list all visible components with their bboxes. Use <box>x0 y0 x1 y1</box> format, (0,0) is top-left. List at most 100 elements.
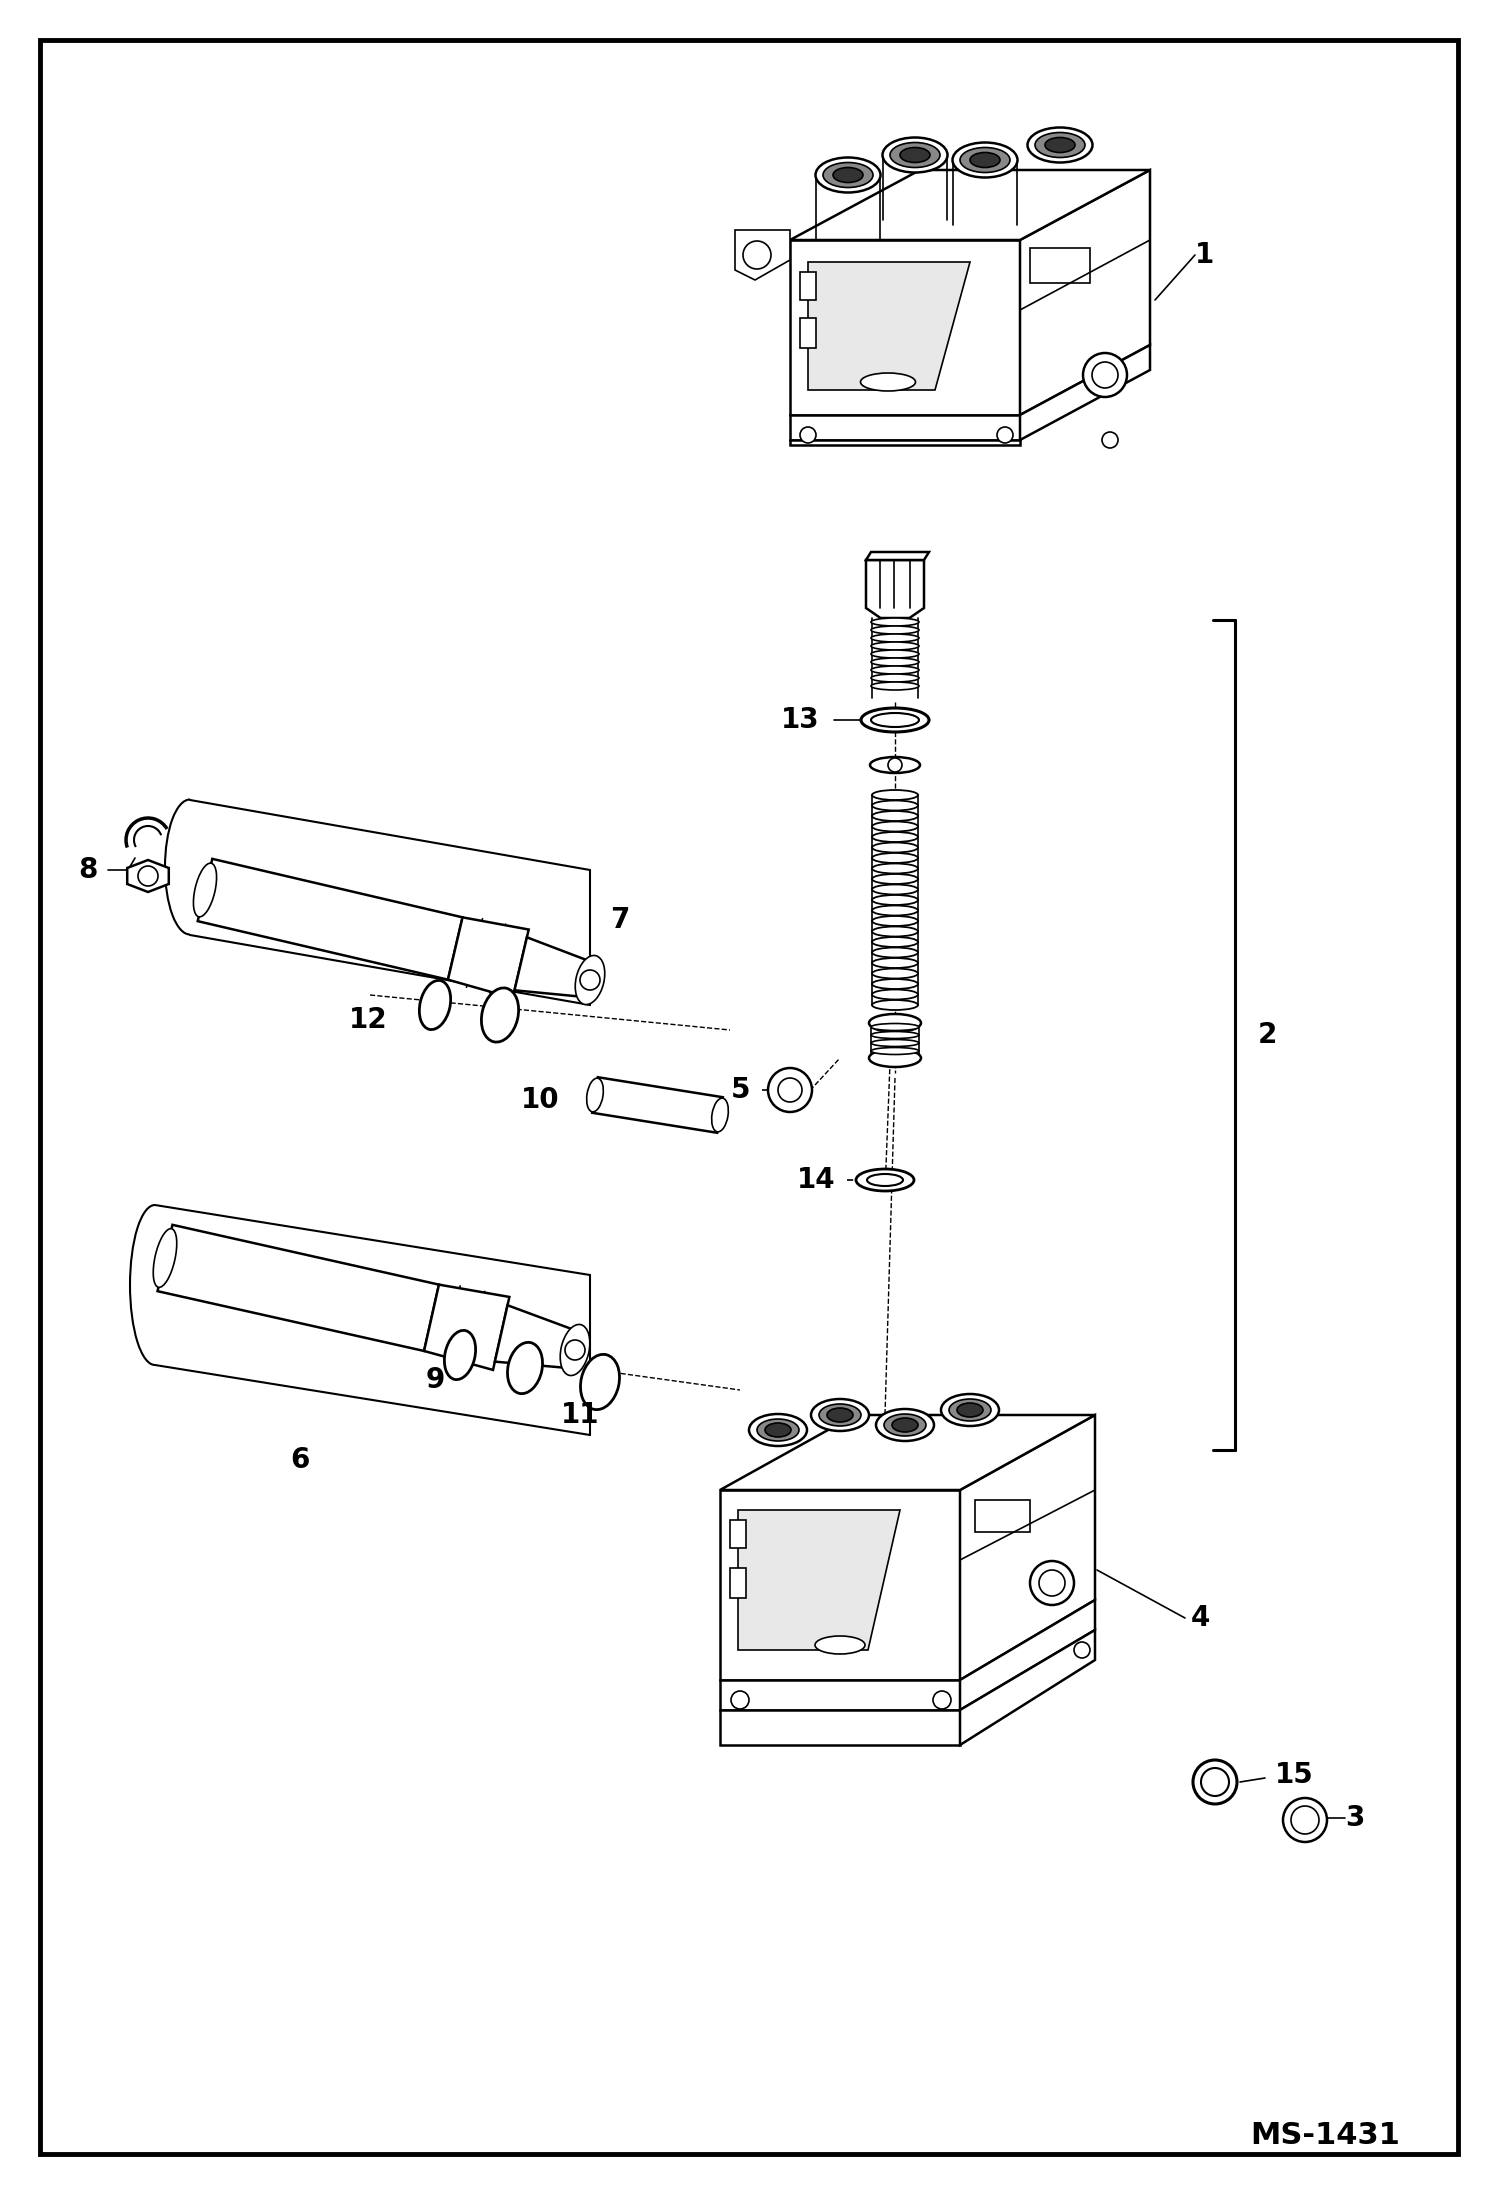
Text: 11: 11 <box>560 1402 599 1428</box>
Text: 8: 8 <box>78 856 97 884</box>
Ellipse shape <box>815 158 881 193</box>
Ellipse shape <box>153 1229 177 1288</box>
Circle shape <box>1031 1560 1074 1606</box>
Ellipse shape <box>957 1402 983 1417</box>
Polygon shape <box>739 1509 900 1650</box>
Polygon shape <box>960 1599 1095 1709</box>
Ellipse shape <box>870 667 918 674</box>
Ellipse shape <box>765 1424 791 1437</box>
Ellipse shape <box>971 154 1001 167</box>
Ellipse shape <box>1046 138 1076 154</box>
Ellipse shape <box>941 1393 999 1426</box>
Ellipse shape <box>872 842 918 853</box>
Ellipse shape <box>508 1343 542 1393</box>
Text: 9: 9 <box>425 1367 445 1393</box>
Circle shape <box>1040 1571 1065 1595</box>
Polygon shape <box>960 1630 1095 1744</box>
Circle shape <box>138 867 157 886</box>
Ellipse shape <box>867 1174 903 1187</box>
Text: 12: 12 <box>349 1007 388 1033</box>
Ellipse shape <box>870 643 918 649</box>
Circle shape <box>800 428 816 443</box>
Text: 3: 3 <box>1345 1803 1365 1832</box>
Ellipse shape <box>756 1420 798 1441</box>
Circle shape <box>933 1692 951 1709</box>
Circle shape <box>1291 1806 1320 1834</box>
Circle shape <box>1201 1768 1228 1797</box>
Circle shape <box>1192 1760 1237 1803</box>
Polygon shape <box>127 860 169 893</box>
Polygon shape <box>721 1681 960 1709</box>
Ellipse shape <box>855 1169 914 1191</box>
Ellipse shape <box>872 979 918 989</box>
Ellipse shape <box>960 147 1010 173</box>
Ellipse shape <box>872 917 918 926</box>
Bar <box>730 1520 746 1549</box>
Ellipse shape <box>870 658 918 667</box>
Bar <box>800 272 816 301</box>
Ellipse shape <box>870 1047 918 1055</box>
Ellipse shape <box>872 959 918 968</box>
Text: 14: 14 <box>797 1165 834 1194</box>
Ellipse shape <box>860 373 915 391</box>
Polygon shape <box>807 261 971 391</box>
Polygon shape <box>721 1709 960 1744</box>
Polygon shape <box>721 1415 1095 1490</box>
Ellipse shape <box>872 873 918 884</box>
Ellipse shape <box>870 682 918 689</box>
Ellipse shape <box>870 634 918 643</box>
Ellipse shape <box>870 1040 918 1047</box>
Ellipse shape <box>870 619 918 625</box>
Bar <box>800 318 816 349</box>
Ellipse shape <box>833 167 863 182</box>
Ellipse shape <box>872 948 918 957</box>
Text: 13: 13 <box>782 706 819 735</box>
Ellipse shape <box>870 1022 918 1031</box>
Circle shape <box>888 757 902 772</box>
Ellipse shape <box>861 709 929 733</box>
Bar <box>975 1501 1031 1531</box>
Ellipse shape <box>819 1404 861 1426</box>
Ellipse shape <box>872 906 918 915</box>
Polygon shape <box>789 239 1020 415</box>
Bar <box>730 1569 746 1597</box>
Ellipse shape <box>749 1413 807 1446</box>
Ellipse shape <box>822 162 873 186</box>
Ellipse shape <box>872 926 918 937</box>
Polygon shape <box>960 1415 1095 1681</box>
Ellipse shape <box>560 1325 590 1376</box>
Circle shape <box>565 1341 586 1360</box>
Text: 10: 10 <box>521 1086 560 1115</box>
Circle shape <box>768 1068 812 1112</box>
Ellipse shape <box>870 625 918 634</box>
Ellipse shape <box>869 1049 921 1066</box>
Text: 2: 2 <box>1257 1020 1276 1049</box>
Ellipse shape <box>580 1354 620 1409</box>
Ellipse shape <box>876 1409 933 1441</box>
Ellipse shape <box>872 989 918 1000</box>
Polygon shape <box>198 858 463 981</box>
Text: 15: 15 <box>1275 1762 1314 1788</box>
Polygon shape <box>448 917 529 998</box>
Ellipse shape <box>810 1400 869 1430</box>
Circle shape <box>1103 432 1118 448</box>
Polygon shape <box>494 1305 580 1369</box>
Ellipse shape <box>872 821 918 832</box>
Ellipse shape <box>869 1014 921 1031</box>
Circle shape <box>1083 353 1126 397</box>
Polygon shape <box>789 415 1020 441</box>
Ellipse shape <box>884 1413 926 1437</box>
Ellipse shape <box>891 1417 918 1433</box>
Text: 1: 1 <box>1195 241 1215 270</box>
Polygon shape <box>1020 344 1150 441</box>
Ellipse shape <box>872 895 918 904</box>
Ellipse shape <box>575 954 605 1005</box>
Ellipse shape <box>1028 127 1092 162</box>
Ellipse shape <box>870 713 918 726</box>
Circle shape <box>777 1077 801 1101</box>
Ellipse shape <box>900 147 930 162</box>
Circle shape <box>1074 1641 1091 1659</box>
Text: 7: 7 <box>610 906 629 935</box>
Ellipse shape <box>950 1400 992 1422</box>
Ellipse shape <box>419 981 451 1029</box>
